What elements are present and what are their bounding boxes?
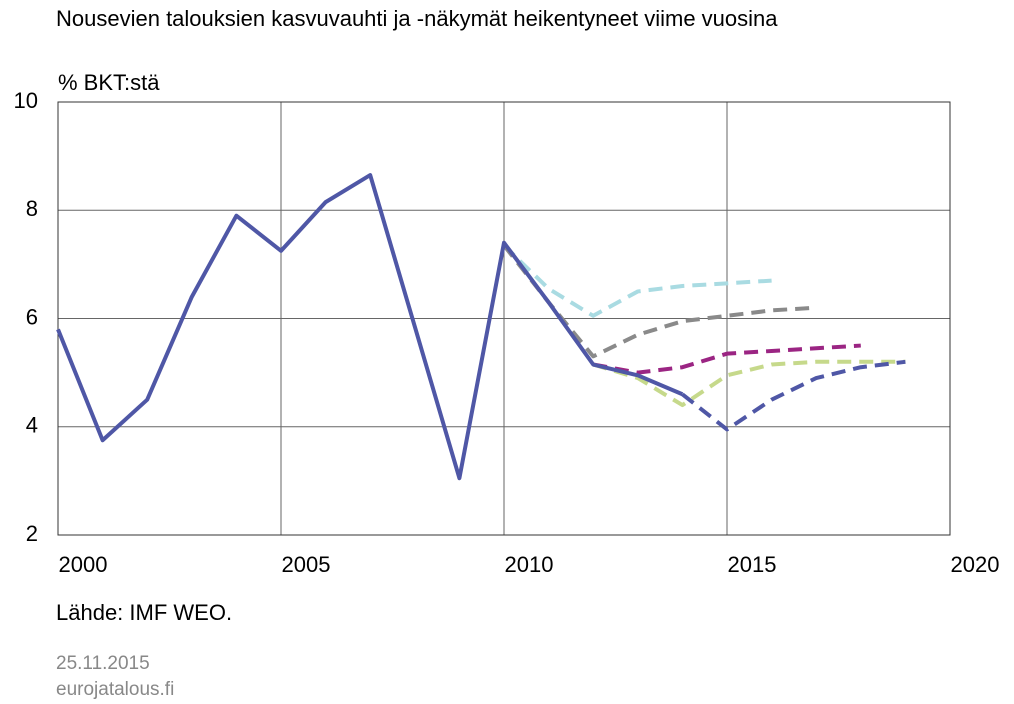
y-tick-label: 4 <box>26 413 38 438</box>
x-tick-label: 2005 <box>282 552 331 577</box>
series-line <box>502 243 772 318</box>
chart-title: Nousevien talouksien kasvuvauhti ja -näk… <box>56 6 778 31</box>
y-axis-label: % BKT:stä <box>58 70 160 95</box>
series-line <box>502 244 817 359</box>
x-tick-label: 2010 <box>505 552 554 577</box>
x-tick-label: 2015 <box>728 552 777 577</box>
series-line <box>56 173 684 481</box>
x-tick-label: 2020 <box>951 552 1000 577</box>
x-tick-label: 2000 <box>59 552 108 577</box>
y-tick-label: 6 <box>26 304 38 329</box>
y-tick-label: 8 <box>26 196 38 221</box>
site: eurojatalous.fi <box>56 679 174 700</box>
series-line <box>681 359 906 432</box>
series-line <box>592 343 861 375</box>
y-tick-label: 10 <box>14 88 38 113</box>
date: 25.11.2015 <box>56 653 150 674</box>
series-line <box>592 359 906 408</box>
plot-frame <box>57 101 951 536</box>
source: Lähde: IMF WEO. <box>56 600 232 625</box>
y-tick-label: 2 <box>26 521 38 546</box>
